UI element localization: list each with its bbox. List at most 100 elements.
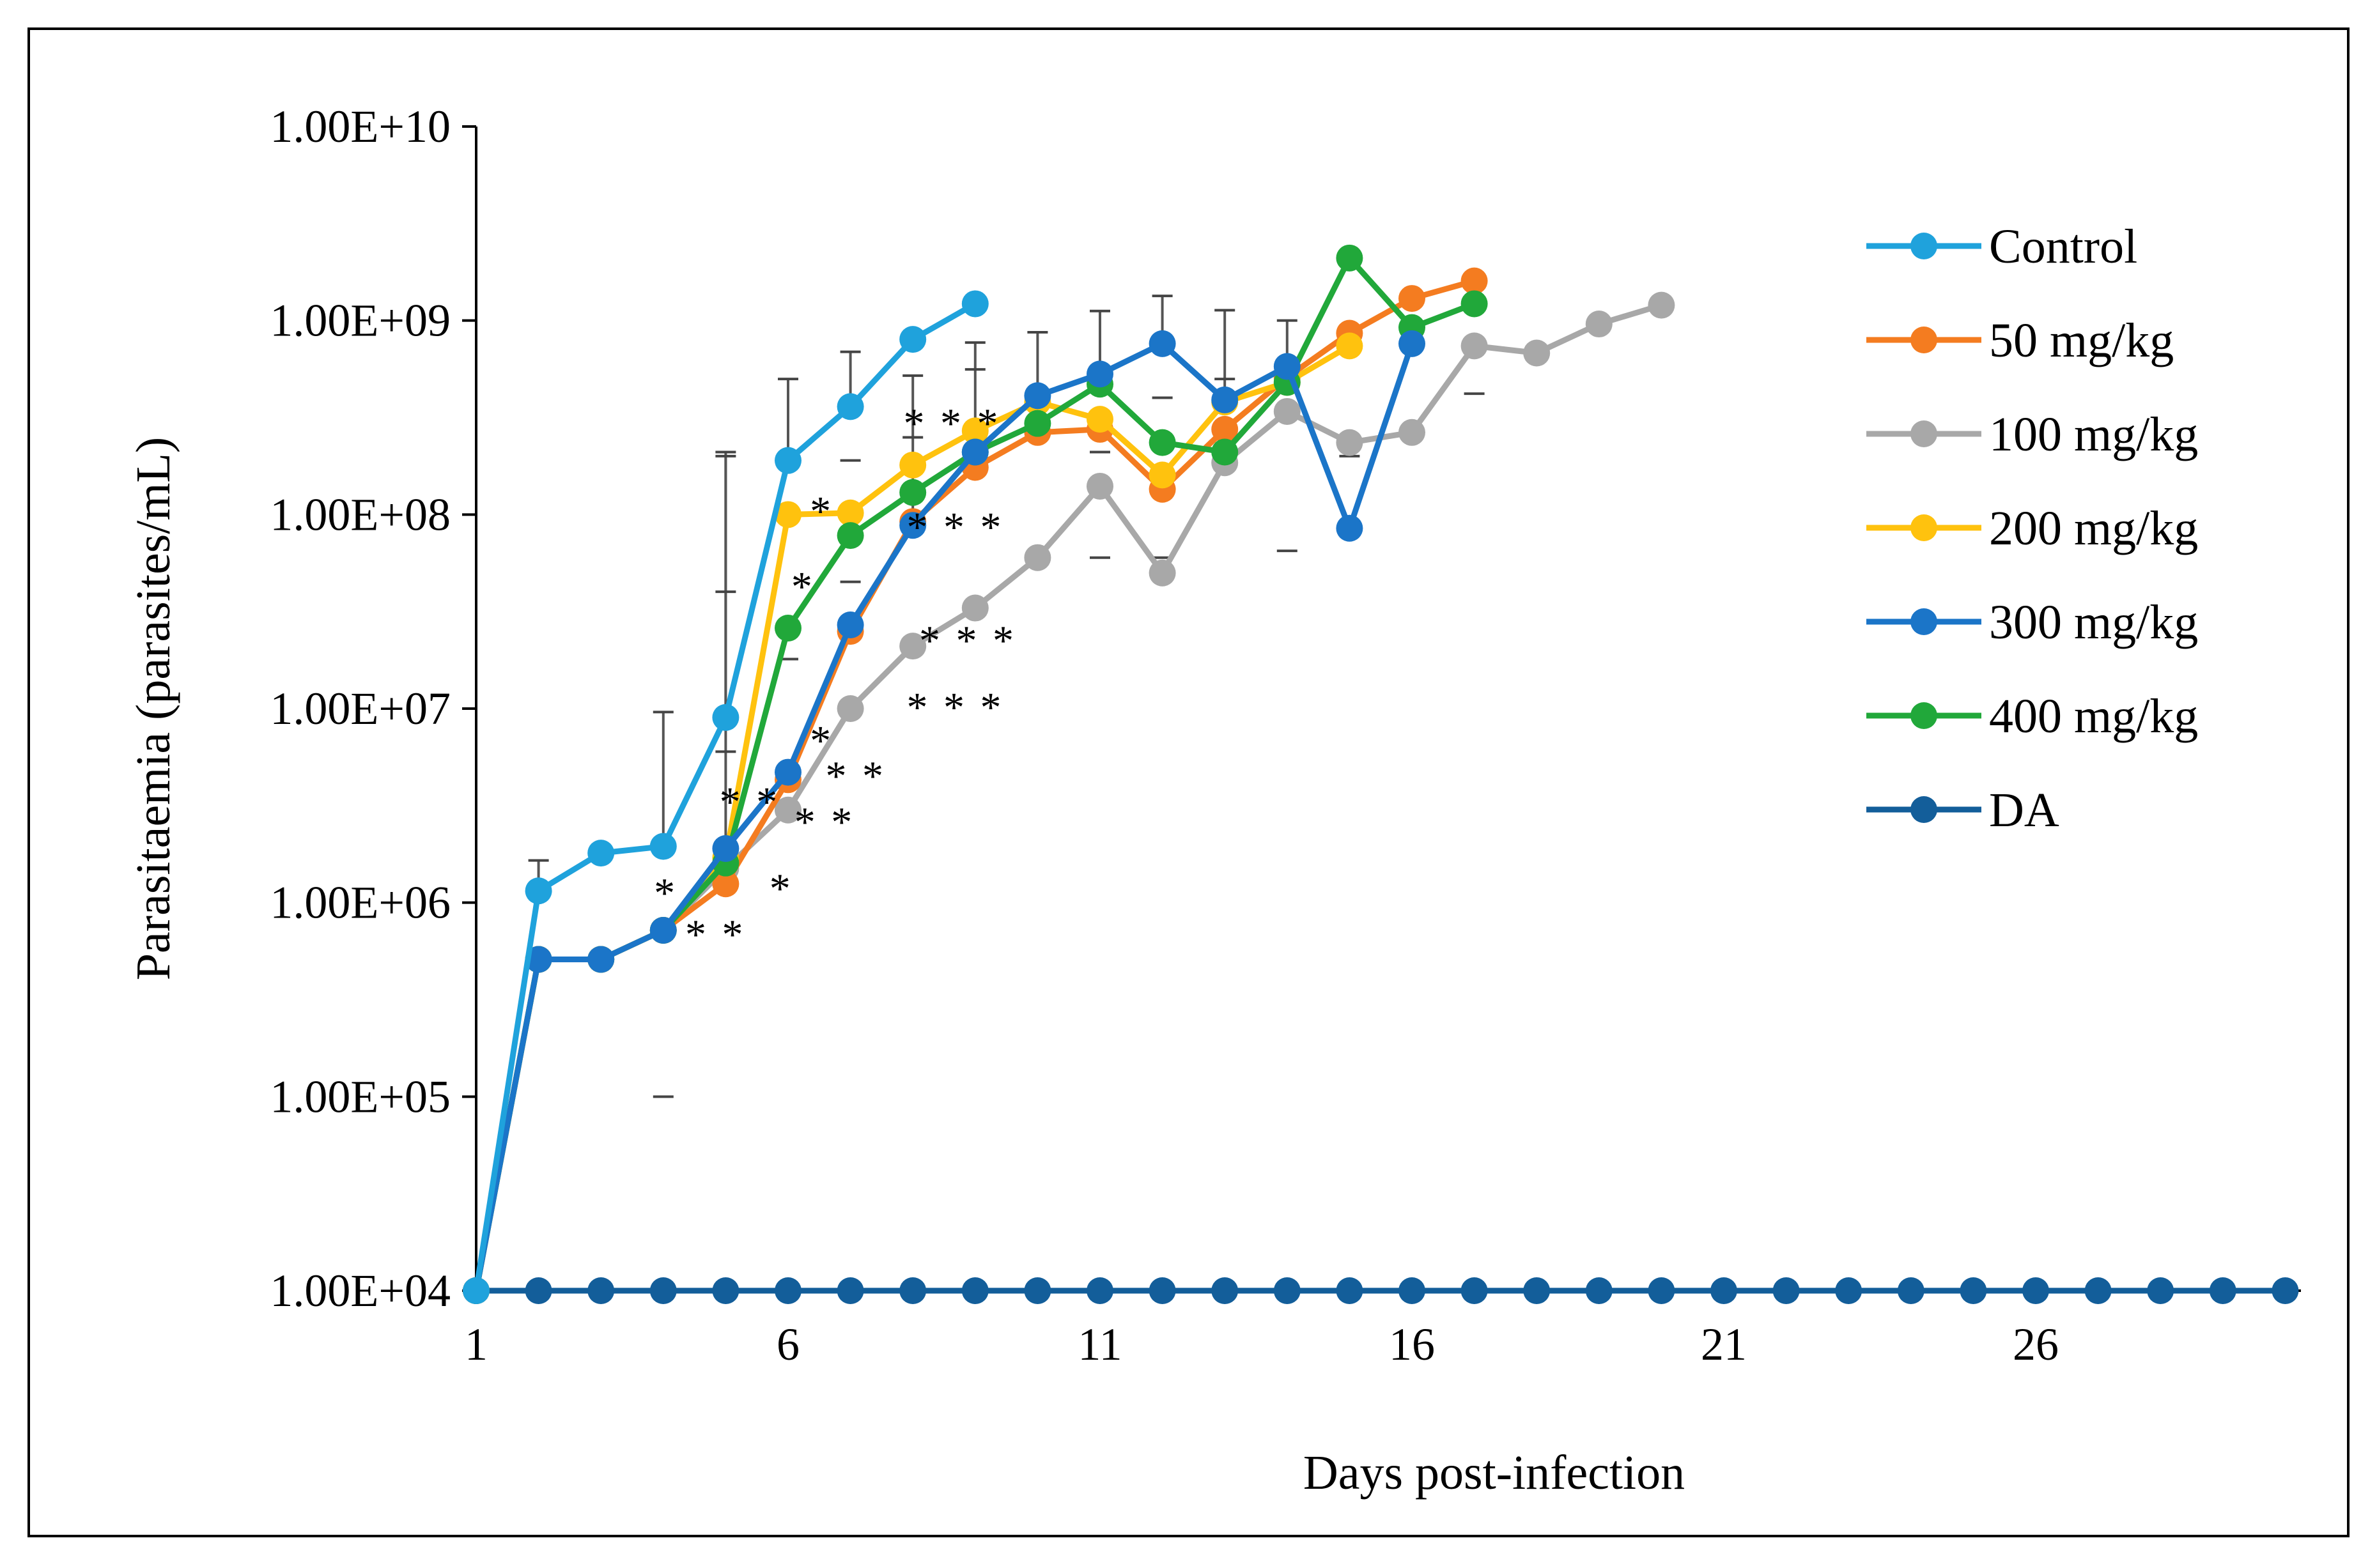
- data-point-100-mg-kg: [775, 796, 801, 824]
- data-point-da: [1897, 1277, 1924, 1304]
- data-point-300-mg-kg: [1336, 514, 1363, 542]
- data-point-control: [775, 447, 801, 474]
- significance-mark: * *: [794, 799, 855, 846]
- data-point-da: [1960, 1277, 1987, 1304]
- data-point-da: [1835, 1277, 1862, 1304]
- x-tick-label: 26: [2013, 1319, 2059, 1370]
- data-point-da: [2022, 1277, 2049, 1304]
- data-point-300-mg-kg: [837, 611, 864, 639]
- legend-swatch-marker-300-mg-kg: [1910, 608, 1937, 635]
- y-tick-label: 1.00E+08: [270, 489, 451, 540]
- data-point-300-mg-kg: [1149, 330, 1176, 357]
- data-point-100-mg-kg: [1087, 472, 1113, 500]
- data-point-control: [463, 1277, 490, 1304]
- data-point-300-mg-kg: [775, 758, 801, 786]
- y-tick-label: 1.00E+06: [270, 877, 451, 928]
- data-point-control: [649, 833, 677, 860]
- data-point-100-mg-kg: [1273, 397, 1301, 425]
- data-point-100-mg-kg: [1648, 291, 1675, 319]
- data-point-control: [525, 877, 552, 905]
- data-point-100-mg-kg: [1336, 429, 1363, 456]
- data-point-100-mg-kg: [1398, 419, 1425, 446]
- data-point-200-mg-kg: [1149, 461, 1176, 489]
- data-point-control: [712, 703, 739, 731]
- legend-label-300-mg-kg: 300 mg/kg: [1989, 596, 2198, 649]
- data-point-300-mg-kg: [1087, 360, 1113, 388]
- data-point-da: [525, 1277, 552, 1304]
- significance-mark: *: [770, 866, 793, 912]
- data-point-da: [837, 1277, 864, 1304]
- series-control: [463, 290, 989, 1304]
- data-point-da: [1648, 1277, 1675, 1304]
- data-point-da: [1460, 1277, 1488, 1304]
- data-point-100-mg-kg: [1024, 544, 1051, 571]
- data-point-da: [2209, 1277, 2236, 1304]
- data-point-300-mg-kg: [587, 946, 615, 973]
- data-point-400-mg-kg: [1460, 290, 1488, 318]
- data-point-300-mg-kg: [525, 946, 552, 973]
- data-point-100-mg-kg: [837, 695, 864, 722]
- significance-mark: * * *: [904, 400, 1001, 447]
- data-point-da: [1211, 1277, 1239, 1304]
- x-tick-label: 11: [1078, 1319, 1122, 1370]
- x-tick-label: 21: [1701, 1319, 1747, 1370]
- significance-mark: * * *: [906, 504, 1003, 551]
- data-point-400-mg-kg: [837, 522, 864, 550]
- legend-swatch-marker-400-mg-kg: [1910, 702, 1937, 729]
- data-point-300-mg-kg: [1273, 353, 1301, 380]
- legend-swatch-marker-100-mg-kg: [1910, 420, 1937, 447]
- series-200-mg-kg: [463, 332, 1363, 1304]
- data-point-da: [2272, 1277, 2299, 1304]
- data-point-da: [2147, 1277, 2174, 1304]
- data-point-400-mg-kg: [899, 479, 927, 506]
- x-tick-label: 16: [1389, 1319, 1435, 1370]
- data-point-da: [1523, 1277, 1551, 1304]
- data-point-400-mg-kg: [1024, 410, 1051, 437]
- series-300-mg-kg: [463, 330, 1425, 1304]
- data-point-50-mg-kg: [1398, 285, 1425, 312]
- data-point-da: [587, 1277, 615, 1304]
- data-point-400-mg-kg: [1336, 244, 1363, 272]
- significance-mark: * *: [720, 779, 780, 826]
- y-tick-label: 1.00E+10: [270, 101, 451, 152]
- significance-mark: *: [810, 488, 833, 535]
- data-point-400-mg-kg: [1211, 438, 1239, 466]
- chart-frame: [27, 27, 2350, 1537]
- legend-label-400-mg-kg: 400 mg/kg: [1989, 689, 2198, 743]
- significance-mark: * *: [826, 753, 887, 800]
- data-point-da: [2084, 1277, 2112, 1304]
- x-tick-label: 1: [465, 1319, 488, 1370]
- x-tick-label: 6: [777, 1319, 800, 1370]
- significance-mark: * *: [685, 912, 746, 958]
- data-point-300-mg-kg: [649, 916, 677, 944]
- legend-label-200-mg-kg: 200 mg/kg: [1989, 502, 2198, 555]
- legend-label-da: DA: [1989, 783, 2059, 837]
- y-axis-title: Parasitaemia (parasites/mL): [127, 437, 180, 980]
- series-100-mg-kg: [463, 291, 1675, 1304]
- data-point-da: [1273, 1277, 1301, 1304]
- legend-swatch-marker-da: [1910, 796, 1937, 823]
- data-point-200-mg-kg: [899, 451, 927, 479]
- data-point-200-mg-kg: [961, 417, 989, 445]
- data-point-50-mg-kg: [1211, 415, 1239, 443]
- legend-label-control: Control: [1989, 220, 2137, 273]
- data-point-da: [1710, 1277, 1737, 1304]
- data-point-da: [649, 1277, 677, 1304]
- legend-label-100-mg-kg: 100 mg/kg: [1989, 408, 2198, 461]
- y-tick-label: 1.00E+07: [270, 683, 451, 734]
- series-line-300-mg-kg: [473, 341, 1415, 1291]
- data-point-200-mg-kg: [775, 501, 801, 528]
- data-point-da: [712, 1277, 739, 1304]
- data-point-100-mg-kg: [899, 633, 927, 660]
- data-point-control: [587, 840, 615, 867]
- data-point-100-mg-kg: [1460, 332, 1488, 360]
- data-point-300-mg-kg: [1398, 330, 1425, 357]
- data-point-da: [1398, 1277, 1425, 1304]
- data-point-100-mg-kg: [1523, 339, 1551, 367]
- data-point-control: [837, 393, 864, 420]
- data-point-da: [1024, 1277, 1051, 1304]
- data-point-300-mg-kg: [1024, 382, 1051, 410]
- data-point-da: [1585, 1277, 1613, 1304]
